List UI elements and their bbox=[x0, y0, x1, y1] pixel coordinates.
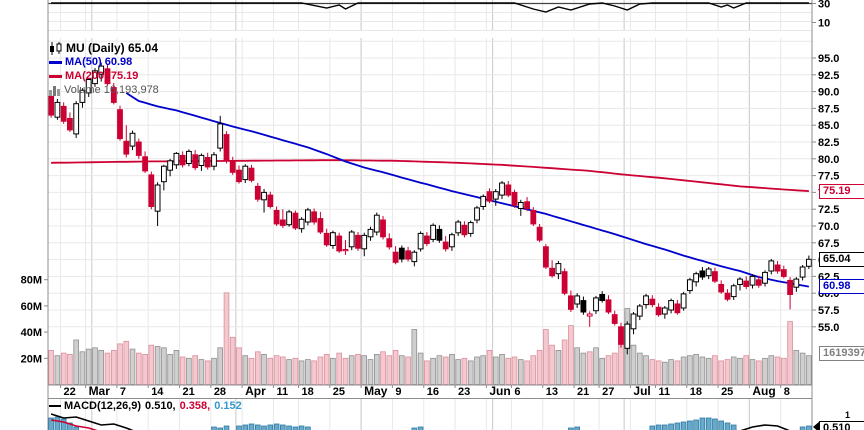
svg-text:11: 11 bbox=[658, 386, 670, 398]
svg-text:25: 25 bbox=[333, 386, 345, 398]
svg-text:95.0: 95.0 bbox=[818, 53, 839, 65]
macd-value-main: 0.510, bbox=[145, 400, 176, 412]
svg-text:80.0: 80.0 bbox=[818, 154, 839, 166]
volume-bars-layer bbox=[48, 292, 812, 385]
price-gridlines-layer bbox=[48, 40, 812, 328]
svg-text:Jul: Jul bbox=[633, 384, 650, 398]
legend-symbol-label: MU (Daily) 65.04 bbox=[66, 41, 159, 55]
candles-layer bbox=[48, 62, 812, 355]
legend-volume-row: Volume 16,193,978 bbox=[49, 83, 159, 97]
volume-value-tag: 16193978 bbox=[819, 346, 864, 361]
panel-borders bbox=[47, 0, 813, 430]
ma200-price-tag: 75.19 bbox=[819, 184, 864, 199]
svg-text:22: 22 bbox=[64, 386, 76, 398]
ma200-line-swatch-icon bbox=[49, 74, 62, 78]
svg-text:40M: 40M bbox=[21, 327, 42, 339]
svg-text:6: 6 bbox=[514, 386, 520, 398]
svg-text:9: 9 bbox=[395, 386, 401, 398]
svg-text:Jun: Jun bbox=[489, 384, 510, 398]
svg-text:72.5: 72.5 bbox=[818, 204, 839, 216]
macd-label: MACD(12,26,9) bbox=[64, 400, 142, 412]
svg-text:10: 10 bbox=[818, 18, 830, 30]
svg-text:60M: 60M bbox=[21, 301, 42, 313]
svg-text:27: 27 bbox=[602, 386, 614, 398]
legend-volume-label: Volume 16,193,978 bbox=[64, 84, 159, 96]
legend-ma50-row: MA(50) 60.98 bbox=[49, 55, 159, 69]
svg-text:21: 21 bbox=[183, 386, 195, 398]
svg-text:18: 18 bbox=[690, 386, 702, 398]
ma50-line-swatch-icon bbox=[49, 60, 62, 64]
svg-text:67.5: 67.5 bbox=[818, 238, 839, 250]
svg-text:Apr: Apr bbox=[245, 384, 266, 398]
macd-line-swatch-icon bbox=[49, 405, 61, 407]
svg-text:20M: 20M bbox=[21, 353, 42, 365]
svg-text:92.5: 92.5 bbox=[818, 70, 839, 82]
rsi-partial-panel: 30 10 bbox=[48, 0, 830, 31]
macd-axis-partial-tick: 1 bbox=[845, 410, 851, 420]
svg-text:85.0: 85.0 bbox=[818, 120, 839, 132]
svg-text:16: 16 bbox=[427, 386, 439, 398]
ma50-price-tag: 60.98 bbox=[819, 279, 864, 294]
svg-text:13: 13 bbox=[546, 386, 558, 398]
volume-axis-labels: 80M 60M 40M 20M bbox=[21, 275, 48, 365]
svg-text:8: 8 bbox=[784, 386, 790, 398]
ma50-line bbox=[125, 92, 810, 288]
macd-partial-panel bbox=[48, 413, 812, 430]
svg-text:70.0: 70.0 bbox=[818, 221, 839, 233]
svg-text:Aug: Aug bbox=[752, 384, 775, 398]
svg-text:14: 14 bbox=[151, 386, 164, 398]
date-axis-labels: 22 Mar 7 14 21 28 Apr 11 18 25 May 9 16 23 Jun 6 13 21 27 J… bbox=[60, 384, 790, 398]
svg-text:82.5: 82.5 bbox=[818, 137, 839, 149]
macd-legend: MACD(12,26,9) 0.510, 0.358, 0.152 bbox=[49, 400, 242, 412]
candlestick-chart-icon bbox=[49, 41, 63, 55]
legend-ma200-row: MA(200) 75.19 bbox=[49, 69, 159, 83]
macd-value-histogram: 0.152 bbox=[214, 400, 242, 412]
svg-text:21: 21 bbox=[577, 386, 589, 398]
macd-value-tag: 0.510 bbox=[813, 421, 864, 430]
svg-text:90.0: 90.0 bbox=[818, 87, 839, 99]
svg-text:80M: 80M bbox=[21, 275, 42, 287]
svg-text:77.5: 77.5 bbox=[818, 171, 839, 183]
svg-text:23: 23 bbox=[458, 386, 470, 398]
legend-ma50-label: MA(50) 60.98 bbox=[65, 56, 133, 68]
svg-text:18: 18 bbox=[301, 386, 313, 398]
volume-bars-icon bbox=[49, 84, 61, 96]
legend-ma200-label: MA(200) 75.19 bbox=[65, 70, 139, 82]
svg-text:May: May bbox=[364, 384, 388, 398]
legend-symbol-row: MU (Daily) 65.04 bbox=[49, 41, 159, 55]
svg-text:30: 30 bbox=[818, 0, 830, 11]
svg-text:7: 7 bbox=[120, 386, 126, 398]
svg-text:Mar: Mar bbox=[89, 384, 111, 398]
chart-legend: MU (Daily) 65.04 MA(50) 60.98 MA(200) 75… bbox=[49, 41, 159, 97]
svg-text:55.0: 55.0 bbox=[818, 322, 839, 334]
svg-text:28: 28 bbox=[214, 386, 226, 398]
last-price-tag: 65.04 bbox=[819, 252, 864, 267]
macd-value-signal: 0.358, bbox=[179, 400, 211, 412]
svg-text:11: 11 bbox=[276, 386, 288, 398]
svg-text:87.5: 87.5 bbox=[818, 103, 839, 115]
svg-text:25: 25 bbox=[721, 386, 733, 398]
svg-text:57.5: 57.5 bbox=[818, 305, 839, 317]
